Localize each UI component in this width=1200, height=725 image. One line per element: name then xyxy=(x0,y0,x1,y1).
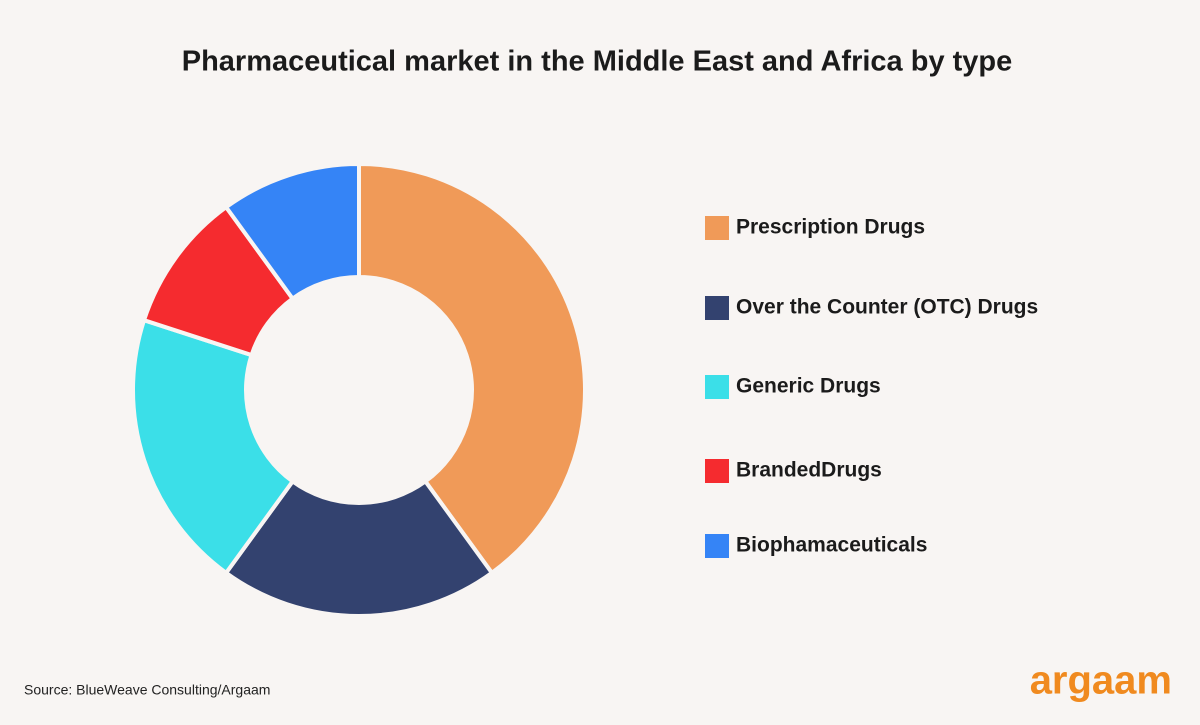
legend-label: Over the Counter (OTC) Drugs xyxy=(736,296,1038,319)
legend-swatch xyxy=(705,216,729,240)
legend-swatch xyxy=(705,375,729,399)
legend-swatch xyxy=(705,459,729,483)
slice xyxy=(131,317,296,576)
legend-label: BrandedDrugs xyxy=(736,459,882,482)
legend-swatch xyxy=(705,296,729,320)
legend-label: Generic Drugs xyxy=(736,375,881,398)
legend-label: Biophamaceuticals xyxy=(736,534,927,557)
slice xyxy=(223,478,495,618)
source: Source: BlueWeave Consulting/Argaam xyxy=(24,682,270,698)
chart-title: Pharmaceutical market in the Middle East… xyxy=(182,46,1013,78)
slice xyxy=(357,161,587,576)
logo: argaam xyxy=(1030,659,1172,703)
legend-label: Prescription Drugs xyxy=(736,216,925,239)
slice xyxy=(223,161,361,302)
legend-swatch xyxy=(705,534,729,558)
